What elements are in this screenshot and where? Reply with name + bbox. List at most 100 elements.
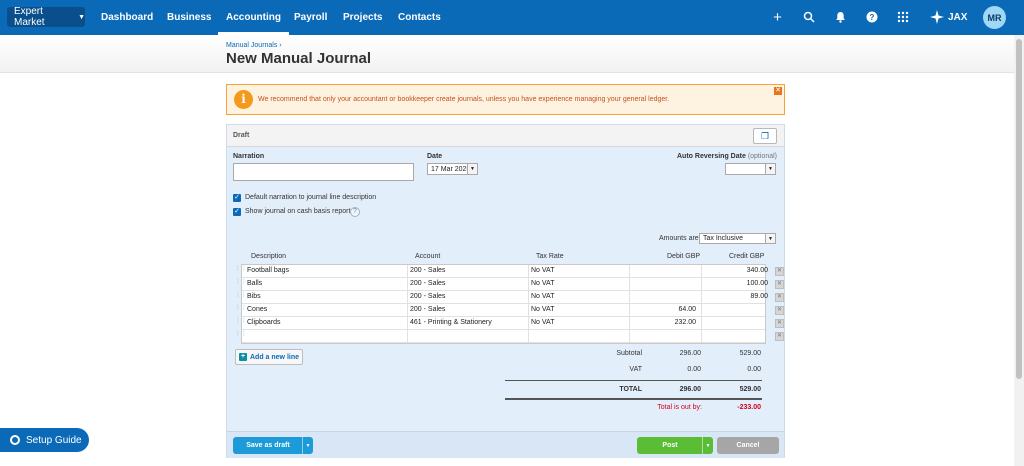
- cell-account[interactable]: 461 - Printing & Stationery: [410, 319, 492, 326]
- setup-guide-label: Setup Guide: [26, 434, 82, 446]
- delete-row-icon[interactable]: ✕: [775, 293, 784, 302]
- column-divider: [629, 304, 630, 316]
- table-row[interactable]: Balls 200 - Sales No VAT 100.00 ⋮⋮ ✕: [235, 278, 784, 291]
- status-label: Draft: [233, 132, 250, 139]
- cell-description[interactable]: Football bags: [247, 267, 290, 274]
- cell-debit[interactable]: 232.00: [674, 319, 696, 326]
- drag-handle-icon[interactable]: ⋮⋮: [235, 266, 247, 272]
- col-tax-rate: Tax Rate: [536, 253, 564, 260]
- subtotal-credit: 529.00: [739, 350, 761, 357]
- column-divider: [629, 265, 630, 277]
- vat-credit: 0.00: [747, 366, 761, 373]
- search-icon[interactable]: [802, 11, 815, 24]
- plus-icon[interactable]: +: [773, 9, 782, 26]
- page-scrollbar[interactable]: [1014, 35, 1024, 466]
- nav-dashboard[interactable]: Dashboard: [101, 12, 154, 23]
- cell-account[interactable]: 200 - Sales: [410, 280, 446, 287]
- cell-credit[interactable]: 340.00: [746, 267, 768, 274]
- column-divider: [701, 317, 702, 329]
- help-icon[interactable]: ?: [350, 207, 360, 217]
- setup-guide-button[interactable]: Setup Guide: [0, 428, 89, 452]
- jax-assistant-button[interactable]: JAX: [930, 10, 967, 24]
- cancel-button[interactable]: Cancel: [717, 437, 779, 454]
- add-new-line-button[interactable]: + Add a new line: [235, 349, 303, 365]
- caret-down-icon: ▼: [78, 13, 85, 21]
- cell-credit[interactable]: 89.00: [750, 293, 768, 300]
- cell-description[interactable]: Bibs: [247, 293, 261, 300]
- column-divider: [528, 265, 529, 277]
- table-row[interactable]: Bibs 200 - Sales No VAT 89.00 ⋮⋮ ✕: [235, 291, 784, 304]
- cell-tax-rate[interactable]: No VAT: [531, 293, 555, 300]
- lifebuoy-icon: [10, 435, 20, 445]
- drag-handle-icon[interactable]: ⋮⋮: [235, 305, 247, 311]
- default-narration-checkbox[interactable]: ✓: [233, 194, 241, 202]
- cell-account[interactable]: 200 - Sales: [410, 306, 446, 313]
- save-as-draft-button[interactable]: Save as draft ▼: [233, 437, 313, 454]
- nav-accounting[interactable]: Accounting: [218, 0, 289, 35]
- drag-handle-icon[interactable]: ⋮⋮: [235, 318, 247, 324]
- column-divider: [407, 330, 408, 342]
- delete-row-icon[interactable]: ✕: [775, 267, 784, 276]
- total-divider-bottom: [505, 398, 762, 400]
- cell-account[interactable]: 200 - Sales: [410, 293, 446, 300]
- delete-row-icon[interactable]: ✕: [775, 332, 784, 341]
- copy-icon[interactable]: ❐: [753, 128, 777, 144]
- amounts-are-select[interactable]: Tax Inclusive ▼: [699, 233, 776, 244]
- col-credit: Credit GBP: [729, 253, 765, 260]
- date-input[interactable]: 17 Mar 2025 ▼: [427, 163, 478, 175]
- drag-handle-icon[interactable]: ⋮⋮: [235, 279, 247, 285]
- table-row[interactable]: Clipboards 461 - Printing & Stationery No …: [235, 317, 784, 330]
- post-button[interactable]: Post ▼: [637, 437, 713, 454]
- nav-contacts[interactable]: Contacts: [398, 12, 441, 23]
- drag-handle-icon[interactable]: ⋮⋮: [235, 331, 247, 337]
- cell-tax-rate[interactable]: No VAT: [531, 319, 555, 326]
- delete-row-icon[interactable]: ✕: [775, 319, 784, 328]
- cell-description[interactable]: Balls: [247, 280, 263, 287]
- calendar-dropdown-icon[interactable]: ▼: [467, 164, 477, 174]
- delete-row-icon[interactable]: ✕: [775, 280, 784, 289]
- narration-input[interactable]: [233, 163, 414, 181]
- apps-grid-icon[interactable]: [896, 11, 909, 24]
- bell-icon[interactable]: [834, 11, 847, 24]
- column-divider: [528, 304, 529, 316]
- chevron-down-icon[interactable]: ▼: [302, 437, 313, 454]
- nav-business[interactable]: Business: [167, 12, 212, 23]
- table-row[interactable]: Football bags 200 - Sales No VAT 340.00 ⋮⋮ ✕: [235, 265, 784, 278]
- table-row[interactable]: Cones 200 - Sales No VAT 64.00 ⋮⋮ ✕: [235, 304, 784, 317]
- svg-text:?: ?: [869, 13, 874, 22]
- table-row[interactable]: ⋮⋮ ✕: [235, 330, 784, 343]
- cell-tax-rate[interactable]: No VAT: [531, 306, 555, 313]
- cell-credit[interactable]: 100.00: [746, 280, 768, 287]
- close-icon[interactable]: ✕: [774, 87, 782, 95]
- total-debit: 296.00: [679, 386, 701, 393]
- column-divider: [407, 291, 408, 303]
- auto-reversing-date-input[interactable]: ▼: [725, 163, 776, 175]
- column-divider: [528, 291, 529, 303]
- cell-tax-rate[interactable]: No VAT: [531, 280, 555, 287]
- cell-description[interactable]: Cones: [247, 306, 268, 313]
- cash-basis-checkbox[interactable]: ✓: [233, 208, 241, 216]
- scrollbar-thumb[interactable]: [1016, 39, 1022, 379]
- chevron-down-icon: ▼: [765, 234, 775, 243]
- nav-projects[interactable]: Projects: [343, 12, 383, 23]
- breadcrumb[interactable]: Manual Journals ›: [226, 42, 282, 49]
- default-narration-label: Default narration to journal line descri…: [245, 194, 377, 201]
- chevron-down-icon[interactable]: ▼: [702, 437, 713, 454]
- org-switcher-button[interactable]: Expert Market ▼: [7, 6, 85, 28]
- cell-tax-rate[interactable]: No VAT: [531, 267, 555, 274]
- form-header: Draft ❐: [227, 125, 784, 147]
- total-divider-top: [505, 380, 762, 381]
- cell-account[interactable]: 200 - Sales: [410, 267, 446, 274]
- nav-payroll[interactable]: Payroll: [294, 12, 328, 23]
- avatar[interactable]: MR: [983, 6, 1006, 29]
- delete-row-icon[interactable]: ✕: [775, 306, 784, 315]
- auto-reversing-date-label: Auto Reversing Date (optional): [677, 153, 777, 160]
- drag-handle-icon[interactable]: ⋮⋮: [235, 292, 247, 298]
- cell-description[interactable]: Clipboards: [247, 319, 281, 326]
- column-divider: [629, 278, 630, 290]
- help-icon[interactable]: ?: [865, 11, 878, 24]
- amounts-are-label: Amounts are: [659, 235, 699, 242]
- cell-debit[interactable]: 64.00: [678, 306, 696, 313]
- total-label: TOTAL: [619, 386, 642, 393]
- calendar-dropdown-icon[interactable]: ▼: [765, 164, 775, 174]
